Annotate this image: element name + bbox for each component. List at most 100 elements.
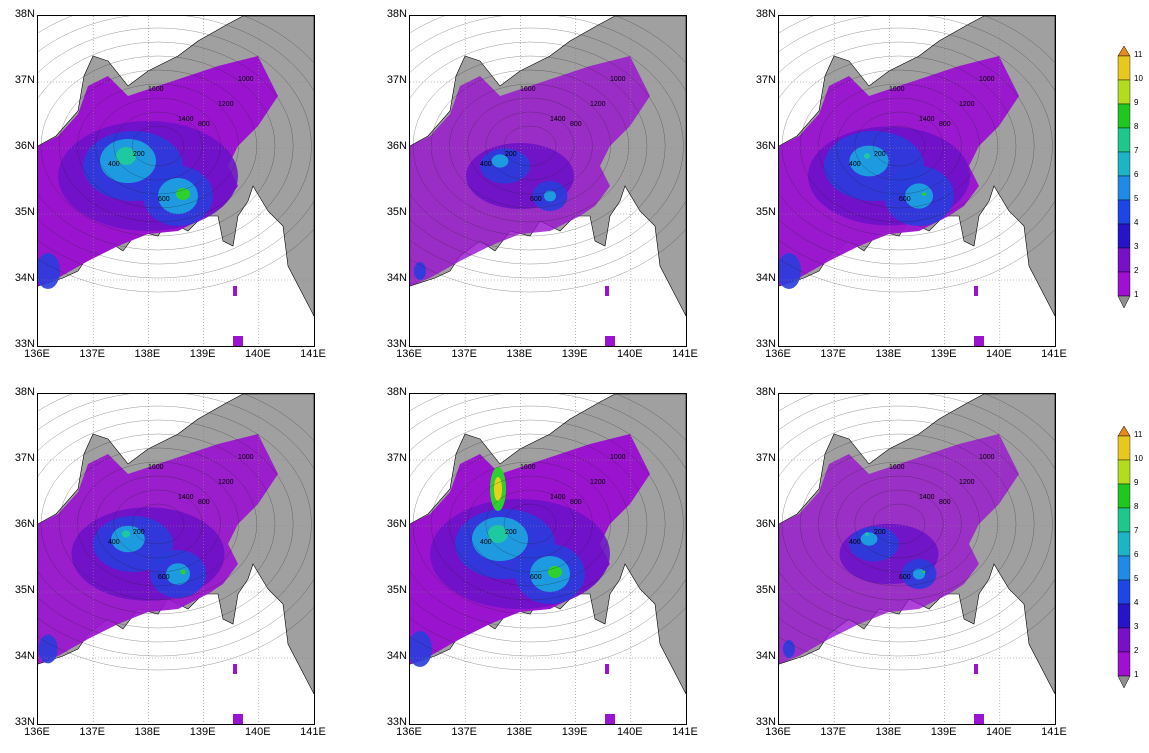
contour-label: 1000 bbox=[238, 76, 254, 83]
precip-cyan-blob bbox=[111, 525, 145, 553]
lon-tick-label: 138E bbox=[134, 726, 161, 738]
colorbar-level-label: 2 bbox=[1134, 266, 1139, 275]
contour-label: 600 bbox=[899, 574, 911, 581]
lat-tick-label: 33N bbox=[386, 716, 407, 728]
contour-label: 1000 bbox=[238, 454, 254, 461]
elevation-contour bbox=[38, 394, 314, 671]
precip-teal-blob bbox=[865, 532, 869, 536]
lat-tick-label: 34N bbox=[386, 650, 407, 662]
elevation-contour bbox=[38, 41, 294, 251]
lat-tick-label: 33N bbox=[14, 716, 35, 728]
colorbar-level-label: 5 bbox=[1134, 194, 1139, 203]
lat-tick-label: 37N bbox=[14, 74, 35, 86]
contour-label: 800 bbox=[939, 499, 951, 506]
elevation-contour bbox=[113, 489, 203, 559]
contour-label: 1400 bbox=[178, 494, 194, 501]
colorbar-top-arrow bbox=[1117, 46, 1131, 57]
elevation-contour bbox=[799, 69, 999, 223]
contour-label: 1600 bbox=[148, 464, 164, 471]
lat-tick-label: 33N bbox=[14, 338, 35, 350]
map-panel-bottom-middle: 200 400 600 800 1000 1200 1400 1600 38N 37N 36N 35N… bbox=[387, 386, 698, 738]
lat-tick-label: 36N bbox=[14, 140, 35, 152]
colorbar-segment bbox=[1117, 555, 1131, 581]
contour-label: 600 bbox=[899, 196, 911, 203]
colorbar-top-arrow bbox=[1117, 426, 1131, 437]
precip-blue-blob bbox=[779, 253, 801, 289]
lat-tick-label: 37N bbox=[14, 452, 35, 464]
contour-label: 1200 bbox=[959, 101, 975, 108]
lon-tick-label: 140E bbox=[616, 348, 643, 360]
island-precip bbox=[974, 336, 984, 346]
contour-label: 1400 bbox=[550, 116, 566, 123]
precip-green-blob bbox=[176, 188, 190, 200]
lat-tick-label: 35N bbox=[755, 206, 776, 218]
elevation-contour bbox=[836, 97, 962, 195]
colorbar-segment bbox=[1117, 459, 1131, 485]
map-panel-bottom-right: 200 400 600 800 1000 1200 1400 1600 38N 37N 36N 35N… bbox=[756, 386, 1067, 738]
elevation-contour bbox=[412, 55, 648, 237]
map-plot: 200 400 600 800 1000 1200 1400 1600 bbox=[37, 393, 315, 725]
elevation-contour bbox=[503, 125, 557, 167]
lat-tick-label: 37N bbox=[386, 452, 407, 464]
lon-tick-label: 141E bbox=[672, 348, 698, 360]
elevation-contour bbox=[854, 489, 944, 559]
lat-tick-label: 34N bbox=[14, 650, 35, 662]
elevation-contour bbox=[779, 16, 1055, 279]
elevation-contour bbox=[449, 83, 611, 209]
lon-tick-label: 137E bbox=[820, 348, 847, 360]
lat-tick-label: 36N bbox=[386, 140, 407, 152]
colorbar-segment bbox=[1117, 483, 1131, 509]
map-plot: 200 400 600 800 1000 1200 1400 1600 bbox=[409, 393, 687, 725]
colorbar-level-label: 8 bbox=[1134, 122, 1139, 131]
elevation-contour bbox=[779, 16, 1055, 293]
lon-tick-label: 136E bbox=[396, 348, 422, 360]
colorbar-segment bbox=[1117, 79, 1131, 105]
contour-label: 200 bbox=[874, 151, 886, 158]
precip-cyan-blob bbox=[544, 190, 556, 202]
contour-label: 1400 bbox=[919, 494, 935, 501]
colorbar-top-svg bbox=[1117, 46, 1131, 309]
island-precip bbox=[974, 286, 978, 296]
precip-green-blob bbox=[180, 569, 186, 575]
colorbar-segment bbox=[1117, 603, 1131, 629]
map-plot: 200 400 600 800 1000 1200 1400 1600 bbox=[37, 15, 315, 347]
contour-label: 400 bbox=[108, 161, 120, 168]
colorbar-level-label: 11 bbox=[1134, 430, 1143, 439]
precip-cyan-blob bbox=[905, 183, 933, 209]
contour-label: 1400 bbox=[178, 116, 194, 123]
contour-label: 800 bbox=[570, 499, 582, 506]
map-panel-bottom-left: 200 400 600 800 1000 1200 1400 1600 38N 37N 36N 35N… bbox=[15, 386, 326, 738]
elevation-contour bbox=[781, 55, 1017, 237]
lat-tick-label: 37N bbox=[755, 452, 776, 464]
lat-tick-label: 35N bbox=[14, 584, 35, 596]
colorbar-level-label: 4 bbox=[1134, 598, 1139, 607]
precip-cyan-blob bbox=[849, 145, 889, 177]
contour-label: 1200 bbox=[590, 479, 606, 486]
island-precip bbox=[605, 714, 615, 724]
colorbar-level-label: 10 bbox=[1134, 454, 1143, 463]
elevation-contour bbox=[412, 433, 648, 615]
lat-tick-label: 38N bbox=[386, 386, 407, 398]
elevation-contour bbox=[779, 27, 1053, 265]
contour-label: 400 bbox=[480, 539, 492, 546]
precip-teal-blob bbox=[488, 525, 508, 543]
colorbar-level-label: 4 bbox=[1134, 218, 1139, 227]
elevation-contour bbox=[781, 433, 1017, 615]
elevation-contour bbox=[818, 83, 980, 209]
elevation-contour bbox=[410, 419, 666, 629]
island-precip bbox=[605, 286, 609, 296]
elevation-contour bbox=[38, 16, 314, 293]
colorbar-level-label: 1 bbox=[1134, 290, 1139, 299]
precip-yellow-blob bbox=[494, 477, 502, 501]
colorbar-level-label: 9 bbox=[1134, 98, 1139, 107]
elevation-contour bbox=[38, 16, 314, 279]
elevation-contour bbox=[779, 419, 1035, 629]
lon-tick-label: 139E bbox=[189, 726, 216, 738]
colorbar-segment bbox=[1117, 627, 1131, 653]
lon-tick-label: 141E bbox=[672, 726, 698, 738]
elevation-contour bbox=[38, 394, 314, 657]
lat-tick-label: 35N bbox=[755, 584, 776, 596]
colorbar-level-label: 11 bbox=[1134, 50, 1143, 59]
elevation-contour bbox=[131, 503, 185, 545]
lon-tick-label: 137E bbox=[451, 348, 478, 360]
